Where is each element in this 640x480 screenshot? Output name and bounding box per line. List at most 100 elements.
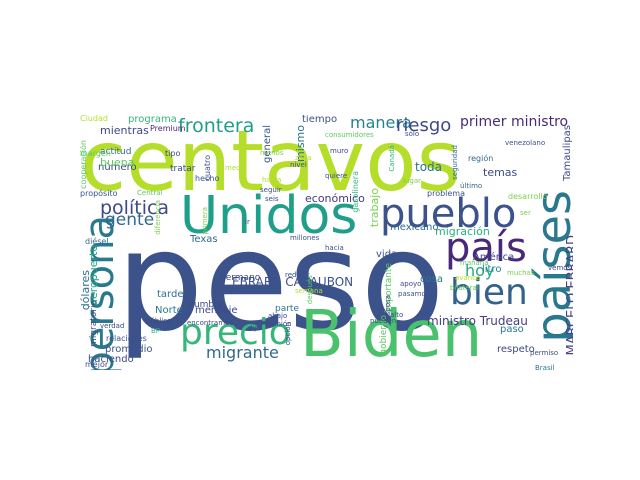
cloud-word: frontera xyxy=(178,115,255,137)
cloud-word: trabajo xyxy=(368,188,381,228)
cloud-word: verdad xyxy=(100,322,125,330)
cloud-word: primera xyxy=(201,207,209,235)
cloud-word: MARCELO EBRARD xyxy=(565,235,573,356)
cloud-word: respeto xyxy=(497,344,535,355)
cloud-word: toda xyxy=(415,160,443,174)
cloud-word: hacia xyxy=(325,244,344,252)
cloud-word: cuatro xyxy=(203,155,212,181)
cloud-word: BP xyxy=(151,327,161,335)
cloud-word: zona xyxy=(295,154,312,162)
cloud-word: económico xyxy=(305,192,365,205)
cloud-word: ser xyxy=(520,209,531,217)
cloud-word: precio xyxy=(180,312,291,353)
cloud-word: permiso xyxy=(530,349,559,357)
cloud-word: tratar xyxy=(170,164,196,174)
cloud-word: problema xyxy=(427,189,466,198)
cloud-word: buena xyxy=(100,156,135,169)
cloud-word: seguridad xyxy=(451,145,459,180)
cloud-word: tiempo xyxy=(302,115,338,125)
cloud-word: tarde xyxy=(157,289,184,300)
cloud-word: paso xyxy=(500,324,524,335)
cloud-word: apoyo xyxy=(400,280,422,288)
cloud-word: Texas xyxy=(190,234,218,245)
cloud-word: Biden xyxy=(300,298,483,370)
cloud-word: política xyxy=(100,197,170,219)
cloud-word: Central xyxy=(137,189,163,197)
cloud-word: reunión xyxy=(265,320,292,328)
cloud-word: Premium xyxy=(150,124,186,133)
cloud-word: mientras xyxy=(100,124,149,137)
cloud-word: América xyxy=(473,252,515,263)
cloud-word: mejor xyxy=(85,360,109,369)
cloud-word: litro xyxy=(482,264,502,275)
cloud-word: margen xyxy=(80,149,111,158)
cloud-word: hecho xyxy=(195,174,220,183)
cloud-word: relaciones xyxy=(106,334,147,343)
cloud-word: Brasil xyxy=(535,364,555,371)
cloud-word: aeropuerto xyxy=(87,245,100,306)
cloud-word: ministro Trudeau xyxy=(427,314,528,328)
cloud-word: sólo xyxy=(405,130,420,138)
cloud-word: seguir xyxy=(260,186,282,194)
cloud-word: diferencia xyxy=(154,200,162,235)
cloud-word: peso xyxy=(116,201,445,362)
cloud-word: centavos xyxy=(80,115,461,210)
cloud-word: migratorio xyxy=(89,300,99,347)
cloud-word: Tamaulipas xyxy=(562,125,573,182)
cloud-word: haciendo xyxy=(88,354,134,365)
cloud-word: muro xyxy=(330,147,349,155)
cloud-word: público xyxy=(146,317,172,325)
cloud-word: venezolano xyxy=(505,139,546,147)
cloud-word: hermano xyxy=(220,273,261,283)
cloud-word: encontramos xyxy=(187,319,233,327)
cloud-word: pasamos xyxy=(398,290,430,298)
cloud-word: promedio xyxy=(105,344,153,355)
cloud-word: menos xyxy=(260,149,284,157)
cloud-word: diésel xyxy=(85,237,109,246)
cloud-word: dar xyxy=(230,255,242,263)
cloud-word: medio xyxy=(225,164,247,172)
cloud-word: Canadá xyxy=(388,145,396,172)
cloud-word: mañana xyxy=(460,259,489,267)
cloud-word: mexicano xyxy=(390,222,439,233)
cloud-word: avance xyxy=(455,274,481,282)
cloud-word: gasolinera xyxy=(351,171,360,213)
cloud-word: parte xyxy=(275,304,299,314)
cloud-word: lr xyxy=(245,218,250,226)
cloud-word: seis xyxy=(265,195,279,203)
cloud-word: tipo xyxy=(165,149,181,158)
cloud-word: cosa xyxy=(420,274,443,285)
cloud-word: reducir xyxy=(285,271,310,279)
cloud-word: región xyxy=(468,154,494,163)
cloud-word: dijo xyxy=(248,324,261,332)
cloud-word: Ciudad xyxy=(80,115,108,123)
cloud-word: mensaje xyxy=(195,305,238,316)
cloud-word: cooperación xyxy=(80,140,88,189)
cloud-word: muchas xyxy=(507,269,535,277)
cloud-word: habla xyxy=(262,176,282,184)
cloud-word: millones xyxy=(290,234,320,242)
cloud-word: migración xyxy=(435,225,490,238)
word-cloud: peso centavos Biden Unidos pueblo país países p… xyxy=(80,115,573,370)
cloud-word: semana xyxy=(295,287,323,295)
cloud-word: propósito xyxy=(80,189,118,198)
cloud-word: opción xyxy=(284,322,292,346)
cloud-word: quiere xyxy=(325,172,348,180)
cloud-word: pueblo xyxy=(380,191,517,237)
cloud-word: cumbre xyxy=(189,300,224,310)
cloud-word: Unidos xyxy=(180,186,358,246)
cloud-word: hoy xyxy=(465,261,495,280)
cloud-word: programa xyxy=(128,115,177,125)
cloud-word: último xyxy=(460,182,483,190)
cloud-word: nivel xyxy=(290,161,307,169)
cloud-word: pueden xyxy=(370,317,397,325)
cloud-word: consumidores xyxy=(325,131,374,139)
cloud-word: desarrollo xyxy=(508,192,548,201)
cloud-word: vemos xyxy=(548,264,572,272)
cloud-word: migrante xyxy=(206,343,279,362)
cloud-word: número xyxy=(98,162,137,173)
cloud-word: primer ministro xyxy=(460,115,569,130)
cloud-word: Norte xyxy=(155,305,183,316)
cloud-word: actitud xyxy=(100,147,132,157)
cloud-word: país xyxy=(445,225,527,271)
